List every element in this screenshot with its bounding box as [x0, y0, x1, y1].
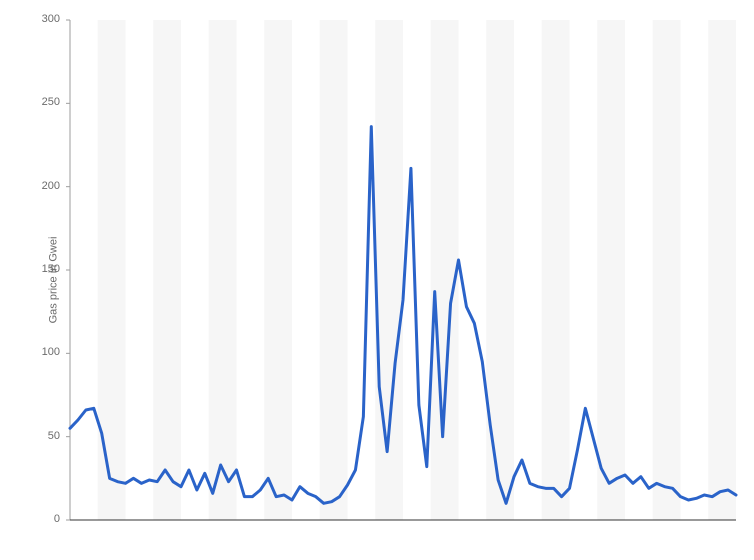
chart-svg: [0, 0, 754, 560]
y-tick-label: 0: [0, 513, 60, 525]
y-tick-label: 150: [0, 263, 60, 275]
y-axis-label: Gas price in Gwei: [47, 237, 59, 324]
y-tick-label: 300: [0, 13, 60, 25]
gas-price-chart: Gas price in Gwei 0 50 100 150 200 250 300: [0, 0, 754, 560]
y-tick-label: 200: [0, 180, 60, 192]
y-tick-label: 50: [0, 430, 60, 442]
y-tick-label: 250: [0, 96, 60, 108]
y-tick-label: 100: [0, 346, 60, 358]
